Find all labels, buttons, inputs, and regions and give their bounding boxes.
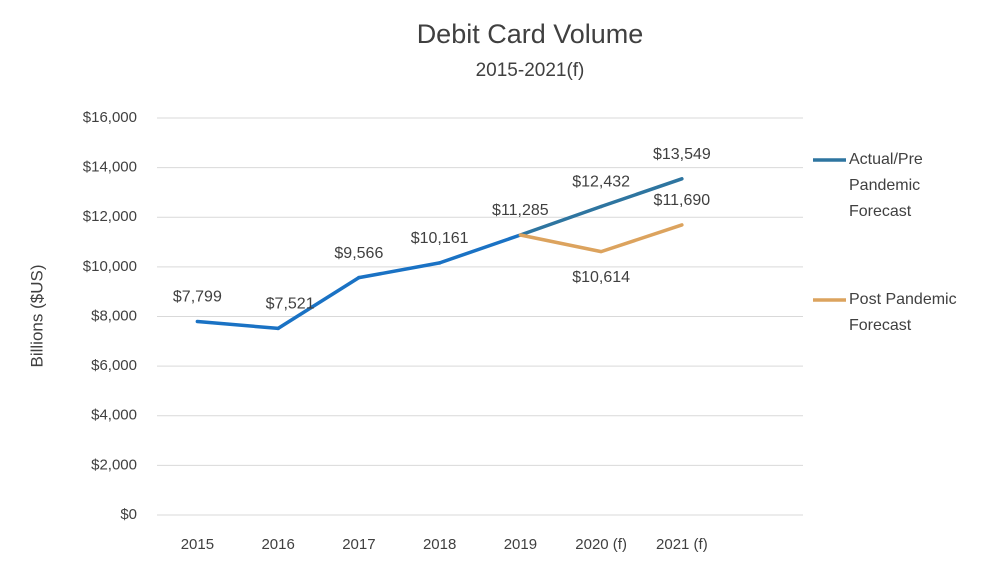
line-segment — [276, 275, 361, 331]
chart-title: Debit Card Volume — [417, 19, 644, 49]
legend-label: Actual/Pre Pandemic Forecast — [849, 151, 923, 220]
x-tick-label: 2015 — [181, 536, 214, 553]
y-tick-label: $10,000 — [83, 258, 137, 275]
chart-subtitle: 2015-2021(f) — [476, 60, 585, 81]
x-tick-label: 2017 — [342, 536, 375, 553]
line-segment — [599, 177, 684, 209]
x-tick-label: 2016 — [261, 536, 294, 553]
y-tick-label: $6,000 — [91, 357, 137, 374]
line-series — [518, 223, 684, 254]
x-tick-label: 2021 (f) — [656, 536, 708, 553]
y-tick-label: $14,000 — [83, 159, 137, 176]
y-tick-label: $16,000 — [83, 109, 137, 126]
data-label: $10,161 — [411, 230, 469, 247]
data-label: $11,690 — [654, 192, 711, 209]
data-label: $7,799 — [173, 289, 222, 306]
x-tick-label: 2019 — [504, 536, 537, 553]
y-tick-label: $4,000 — [91, 407, 137, 424]
line-segment — [195, 319, 280, 331]
data-label: $13,549 — [653, 146, 711, 163]
legend-entry: Actual/Pre Pandemic Forecast — [849, 151, 923, 220]
data-label: $12,432 — [572, 174, 630, 191]
y-tick-label: $2,000 — [91, 456, 137, 473]
legend-label: Post Pandemic Forecast — [849, 291, 957, 334]
y-tick-label: $0 — [120, 506, 137, 523]
legend-entry: Post Pandemic Forecast — [849, 291, 957, 334]
line-segment — [437, 233, 523, 265]
data-label: $7,521 — [266, 296, 315, 313]
y-tick-label: $12,000 — [83, 208, 137, 225]
data-label: $11,285 — [492, 202, 549, 219]
line-segment — [357, 261, 442, 280]
data-label: $9,566 — [334, 245, 383, 262]
x-tick-label: 2018 — [423, 536, 456, 553]
data-label: $10,614 — [572, 269, 630, 286]
y-axis-title: Billions ($US) — [27, 265, 46, 368]
line-segment — [518, 204, 603, 237]
x-tick-label: 2020 (f) — [575, 536, 627, 553]
y-tick-label: $8,000 — [91, 307, 137, 324]
